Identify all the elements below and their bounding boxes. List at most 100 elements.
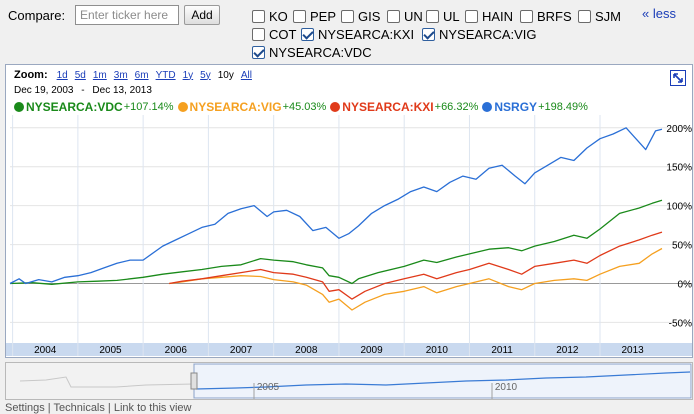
x-tick-label: 2007 (230, 345, 253, 356)
ticker-label: NYSEARCA:VDC (269, 44, 372, 60)
series-line-nsrgy[interactable] (9, 127, 663, 285)
expand-arrow-icon (673, 73, 683, 83)
zoom-ytd[interactable]: YTD (155, 69, 176, 81)
legend-series-name: NYSEARCA:VIG (189, 100, 282, 114)
checkbox-checked[interactable] (422, 27, 435, 41)
legend-item-vdc[interactable]: NYSEARCA:VDC +107.14% (14, 100, 174, 114)
zoom-1m[interactable]: 1m (92, 69, 107, 81)
zoom-3m[interactable]: 3m (113, 69, 128, 81)
chart-panel: 200% 150% 100% 50% 0% -50% 2004 2005 2006 2007 200… (5, 64, 693, 358)
ticker-label: UL (443, 8, 460, 24)
compare-ticker-cot[interactable]: COT (252, 25, 296, 43)
checkbox[interactable] (578, 9, 591, 23)
x-tick-label: 2004 (34, 345, 57, 356)
x-tick-label: 2008 (295, 345, 318, 356)
legend-series-change: +107.14% (123, 101, 174, 113)
checkbox-checked[interactable] (301, 27, 314, 41)
checkbox[interactable] (520, 9, 533, 23)
legend-dot (482, 102, 493, 112)
ticker-label: UN (404, 8, 423, 24)
legend-series-name: NSRGY (494, 100, 538, 114)
compare-ticker-nysearca-kxi[interactable]: NYSEARCA:KXI (301, 25, 414, 43)
x-tick-label: 2011 (491, 345, 513, 356)
zoom-label: Zoom: (14, 69, 48, 81)
ticker-label: PEP (310, 8, 337, 24)
x-tick-label: 2005 (99, 345, 122, 356)
expand-icon[interactable] (670, 70, 686, 86)
x-axis-band (6, 343, 692, 356)
compare-ticker-brfs[interactable]: BRFS (520, 7, 572, 25)
navigator-plot[interactable]: 2005 2010 (6, 363, 692, 399)
x-tick-label: 2009 (360, 345, 383, 356)
footer-links[interactable]: Settings | Technicals | Link to this vie… (5, 402, 192, 414)
checkbox[interactable] (387, 9, 400, 23)
compare-ticker-un[interactable]: UN (387, 7, 423, 25)
chart-plot[interactable]: 200% 150% 100% 50% 0% -50% 2004 2005 2006 2007 200… (6, 65, 692, 357)
zoom-5d[interactable]: 5d (74, 69, 86, 81)
navigator-history-line (19, 376, 195, 388)
x-tick-label: 2013 (622, 345, 645, 356)
legend-dot (14, 102, 24, 112)
zoom-all[interactable]: All (240, 69, 252, 81)
legend-item-kxi[interactable]: NYSEARCA:KXI +66.32% (330, 100, 478, 114)
chart-legend: NYSEARCA:VDC +107.14% NYSEARCA:VIG +45.0… (14, 100, 592, 114)
ticker-label: SJM (595, 8, 621, 24)
zoom-6m[interactable]: 6m (134, 69, 149, 81)
date-end: Dec 13, 2013 (92, 85, 152, 96)
legend-series-name: NYSEARCA:VDC (26, 100, 123, 114)
series-line-nysearca-vig[interactable] (169, 247, 663, 311)
navigator-tick-label: 2005 (257, 382, 280, 393)
compare-ticker-nysearca-vdc[interactable]: NYSEARCA:VDC (252, 43, 372, 61)
compare-ticker-pep[interactable]: PEP (293, 7, 336, 25)
y-tick-label: 0% (678, 280, 692, 291)
compare-ticker-gis[interactable]: GIS (341, 7, 380, 25)
y-tick-label: 200% (666, 124, 692, 135)
checkbox-checked[interactable] (252, 45, 265, 59)
ticker-input[interactable] (75, 5, 179, 25)
legend-dot (177, 102, 188, 112)
compare-ticker-hain[interactable]: HAIN (465, 7, 513, 25)
compare-ticker-ul[interactable]: UL (426, 7, 460, 25)
series-line-nysearca-kxi[interactable] (169, 231, 663, 300)
checkbox[interactable] (293, 9, 306, 23)
y-tick-label: 150% (666, 163, 692, 174)
x-tick-label: 2010 (426, 345, 449, 356)
legend-series-change: +198.49% (538, 101, 588, 113)
y-tick-label: 100% (666, 202, 692, 213)
navigator-left-handle[interactable] (190, 372, 198, 390)
date-range: Dec 19, 2003 - Dec 13, 2013 (14, 85, 152, 96)
zoom-10y[interactable]: 10y (217, 69, 234, 81)
zoom-1y[interactable]: 1y (182, 69, 194, 81)
compare-bar: Compare: Add KO PEP GIS UN UL HAIN BRFS … (0, 0, 694, 64)
legend-series-change: +66.32% (434, 101, 479, 113)
legend-dot (330, 102, 341, 112)
ticker-label: HAIN (482, 8, 514, 24)
navigator-unselected-region (6, 363, 194, 399)
compare-ticker-ko[interactable]: KO (252, 7, 288, 25)
ticker-label: BRFS (537, 8, 572, 24)
navigator-selection-window[interactable] (193, 363, 692, 399)
legend-series-name: NYSEARCA:KXI (342, 100, 434, 114)
add-button[interactable]: Add (184, 5, 220, 25)
checkbox[interactable] (252, 9, 265, 23)
less-link[interactable]: « less (642, 6, 676, 21)
zoom-bar: Zoom: 1d 5d 1m 3m 6m YTD 1y 5y 10y All (14, 69, 252, 81)
zoom-5y[interactable]: 5y (200, 69, 211, 81)
legend-item-nsrgy[interactable]: NSRGY +198.49% (482, 100, 588, 114)
legend-item-vig[interactable]: NYSEARCA:VIG +45.03% (177, 100, 326, 114)
x-tick-label: 2012 (556, 345, 579, 356)
checkbox[interactable] (465, 9, 478, 23)
checkbox[interactable] (252, 27, 265, 41)
ticker-label: NYSEARCA:KXI (318, 26, 415, 42)
checkbox[interactable] (426, 9, 439, 23)
range-navigator[interactable]: 2005 2010 (5, 362, 693, 400)
series-line-nysearca-vdc[interactable] (9, 199, 663, 285)
checkbox[interactable] (341, 9, 354, 23)
compare-ticker-sjm[interactable]: SJM (578, 7, 621, 25)
ticker-label: COT (269, 26, 297, 42)
ticker-label: KO (269, 8, 288, 24)
y-tick-label: -50% (669, 318, 692, 329)
navigator-series-line (195, 371, 691, 390)
compare-ticker-nysearca-vig[interactable]: NYSEARCA:VIG (422, 25, 537, 43)
zoom-1d[interactable]: 1d (56, 69, 68, 81)
